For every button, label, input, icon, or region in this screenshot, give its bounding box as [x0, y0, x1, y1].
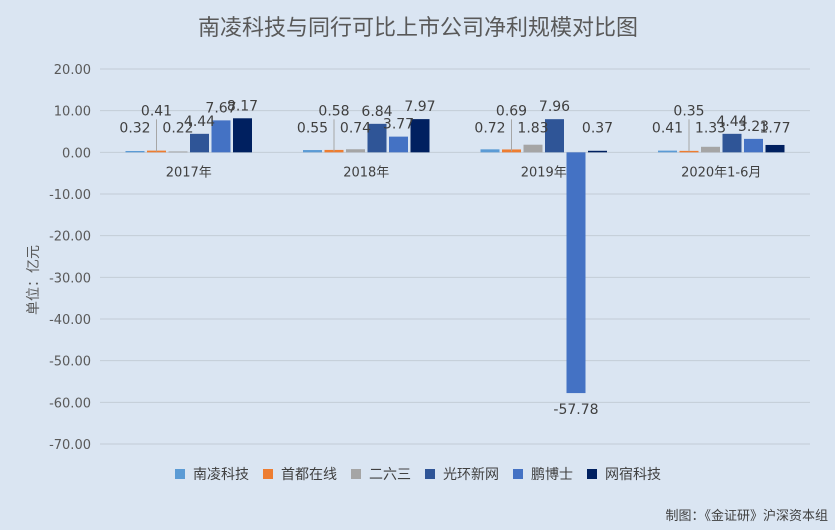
data-label: 0.69	[496, 103, 527, 119]
data-label: 0.32	[119, 120, 150, 136]
data-label: -57.78	[553, 402, 598, 418]
bar	[410, 119, 430, 153]
legend-swatch	[175, 469, 185, 479]
legend-swatch	[513, 469, 523, 479]
data-label: 1.33	[695, 120, 726, 136]
bar	[744, 138, 763, 153]
data-label: 6.84	[361, 104, 392, 120]
data-label: 0.37	[582, 120, 613, 136]
legend-swatch	[425, 469, 435, 479]
data-label: 4.44	[184, 114, 215, 130]
bar	[168, 151, 188, 153]
legend-swatch	[587, 469, 597, 479]
y-tick-label: 0.00	[62, 146, 91, 161]
bar	[722, 133, 742, 153]
data-label: 0.41	[652, 120, 683, 136]
data-label: 0.58	[318, 103, 349, 119]
y-tick-label: -10.00	[49, 188, 91, 203]
y-tick-label: 10.00	[54, 105, 91, 120]
legend-label: 首都在线	[281, 467, 337, 483]
data-label: 0.74	[340, 120, 371, 136]
bar	[588, 150, 607, 153]
data-label: 1.77	[759, 120, 790, 136]
bar	[679, 150, 699, 153]
data-label: 3.23	[738, 119, 769, 135]
legend-label: 光环新网	[443, 467, 499, 483]
data-label: 0.41	[141, 103, 172, 119]
legend-label: 南凌科技	[193, 467, 249, 483]
bar	[658, 150, 677, 153]
data-label: 8.17	[227, 98, 258, 114]
category-label: 2018年	[343, 165, 389, 180]
category-label: 2020年1-6月	[681, 165, 761, 180]
data-label: 0.22	[162, 120, 193, 136]
chart-title: 南凌科技与同行可比上市公司净利规模对比图	[198, 16, 638, 41]
bar	[303, 150, 322, 153]
bar	[211, 120, 231, 153]
y-tick-label: -60.00	[49, 396, 91, 411]
data-label: 0.35	[673, 103, 704, 119]
bar	[190, 133, 209, 153]
data-label: 7.96	[539, 99, 570, 115]
y-axis-ticks: 20.00 10.00 0.00 -10.00 -20.00 -30.00 -40.00 -5…	[49, 63, 91, 453]
data-label: 0.72	[474, 120, 505, 136]
y-tick-label: -20.00	[49, 230, 91, 245]
data-label: 3.77	[383, 117, 414, 133]
data-label: 1.83	[517, 120, 548, 136]
y-axis-label: 单位：亿元	[26, 245, 42, 315]
bar	[147, 150, 166, 153]
bar	[765, 144, 785, 153]
bar	[389, 136, 408, 153]
y-tick-label: -30.00	[49, 271, 91, 286]
category-label: 2019年	[521, 165, 567, 180]
bar	[346, 149, 365, 153]
bar	[566, 152, 586, 394]
category-label: 2017年	[166, 165, 212, 180]
y-tick-label: -50.00	[49, 355, 91, 370]
data-labels: 0.320.410.224.447.678.170.550.580.746.84…	[119, 98, 790, 418]
legend-swatch	[263, 469, 273, 479]
data-label: 0.55	[297, 120, 328, 136]
legend-label: 二六三	[369, 467, 411, 483]
data-label: 7.97	[404, 99, 435, 115]
bar	[701, 146, 720, 153]
footer-credit: 制图：《金证研》沪深资本组	[665, 508, 828, 524]
data-label: 4.44	[716, 114, 747, 130]
legend-label: 鹏博士	[531, 466, 573, 483]
legend-swatch	[351, 469, 361, 479]
y-tick-label: 20.00	[54, 63, 91, 78]
label-leader-lines	[156, 119, 690, 152]
bar	[480, 149, 500, 153]
category-labels: 2017年 2018年 2019年 2020年1-6月	[166, 165, 762, 180]
bars	[125, 118, 785, 394]
y-tick-label: -70.00	[49, 438, 91, 453]
bar	[367, 123, 387, 153]
bar	[523, 144, 543, 153]
legend-label: 网宿科技	[605, 466, 661, 483]
data-label: 7.67	[205, 100, 236, 116]
y-tick-label: -40.00	[49, 313, 91, 328]
legend: 南凌科技 首都在线 二六三 光环新网 鹏博士 网宿科技	[175, 466, 661, 483]
bar	[233, 118, 252, 153]
bar	[125, 151, 145, 153]
bar	[545, 119, 564, 153]
